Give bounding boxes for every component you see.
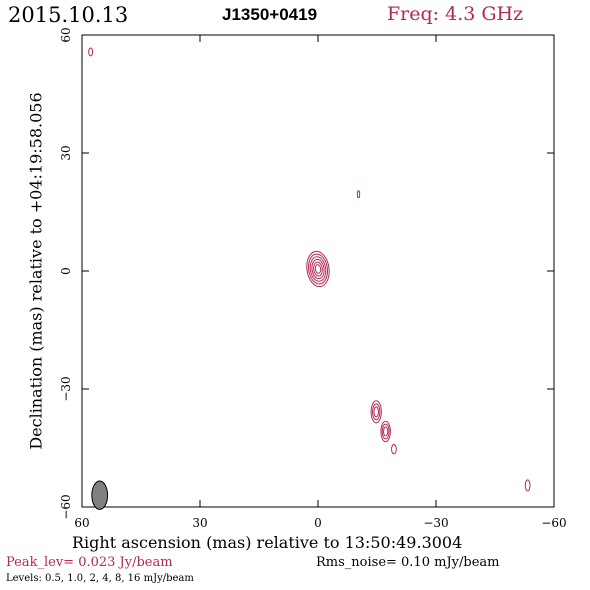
beam-ellipse xyxy=(91,480,109,510)
y-tick-label: −60 xyxy=(59,494,73,519)
contour-core xyxy=(311,258,325,280)
y-tick-label: −30 xyxy=(59,376,73,401)
x-tick-label: −30 xyxy=(423,516,448,530)
contour-jet-b xyxy=(383,426,389,437)
observation-date: 2015.10.13 xyxy=(8,3,129,27)
contour-levels: Levels: 0.5, 1.0, 2, 4, 8, 16 mJy/beam xyxy=(6,573,194,584)
y-axis-label: Declination (mas) relative to +04:19:58.… xyxy=(26,92,46,450)
contour-core xyxy=(306,250,330,288)
x-tick-label: 0 xyxy=(314,516,322,530)
rms-noise: Rms_noise= 0.10 mJy/beam xyxy=(316,555,500,570)
contour-noise-2 xyxy=(88,47,94,57)
contour-jet-a xyxy=(370,400,382,424)
y-tick-label: 30 xyxy=(59,145,73,160)
contour-jet-a xyxy=(373,406,379,418)
x-tick-label: 60 xyxy=(74,516,89,530)
contour-jet-a xyxy=(372,403,381,421)
contour-core xyxy=(314,264,322,274)
x-tick-label: 30 xyxy=(192,516,207,530)
frequency-label: Freq: 4.3 GHz xyxy=(387,3,524,25)
x-axis-label: Right ascension (mas) relative to 13:50:… xyxy=(72,533,463,552)
y-tick-label: 0 xyxy=(59,267,73,275)
x-tick-label: −60 xyxy=(541,516,566,530)
contour-core xyxy=(309,256,327,282)
contour-jet-b xyxy=(380,420,391,443)
plot-frame xyxy=(81,34,555,508)
contour-noise-3 xyxy=(524,479,531,492)
contour-jet-b xyxy=(381,423,390,440)
contour-noise-1 xyxy=(356,190,361,199)
contour-core xyxy=(308,253,328,285)
contour-jet-c xyxy=(391,443,397,455)
y-tick-label: 60 xyxy=(59,27,73,42)
source-name: J1350+0419 xyxy=(222,5,318,24)
contour-core xyxy=(313,261,323,277)
peak-level: Peak_lev= 0.023 Jy/beam xyxy=(6,555,173,570)
